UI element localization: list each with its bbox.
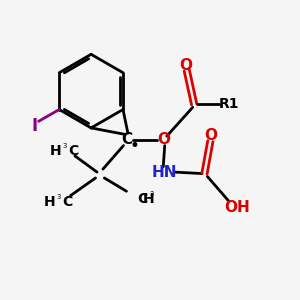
Text: O: O [179, 58, 192, 73]
Text: O: O [204, 128, 217, 143]
Text: C: C [121, 132, 132, 147]
Text: $_3$: $_3$ [149, 189, 155, 199]
Text: $_3$: $_3$ [56, 191, 61, 202]
Text: O: O [157, 132, 170, 147]
Text: C: C [62, 194, 73, 208]
Text: C: C [137, 192, 147, 206]
Text: •: • [130, 137, 140, 155]
Text: R1: R1 [219, 98, 240, 111]
Text: OH: OH [225, 200, 250, 215]
Text: HN: HN [152, 165, 178, 180]
Text: H: H [44, 194, 56, 208]
Text: H: H [50, 145, 62, 158]
Text: I: I [31, 117, 37, 135]
Text: H: H [143, 192, 155, 206]
Text: C: C [68, 145, 78, 158]
Text: $_3$: $_3$ [62, 142, 68, 152]
